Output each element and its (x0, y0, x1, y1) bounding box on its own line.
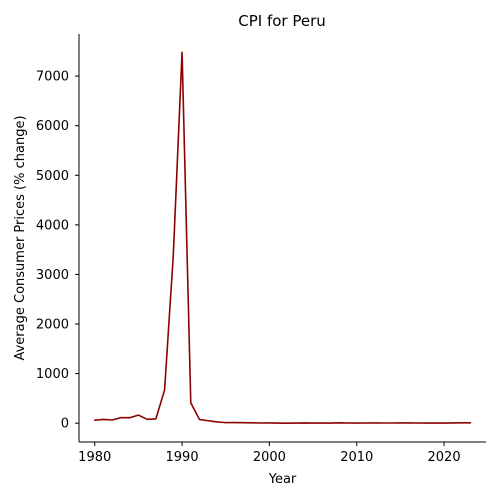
y-tick-label: 5000 (36, 169, 69, 184)
x-tick-label: 1980 (78, 450, 111, 465)
y-tick-label: 1000 (36, 367, 69, 382)
y-tick-label: 2000 (36, 318, 69, 333)
x-tick-label: 2010 (340, 450, 373, 465)
y-tick-label: 0 (61, 417, 69, 432)
y-axis-label: Average Consumer Prices (% change) (13, 115, 28, 360)
y-tick-label: 7000 (36, 70, 69, 85)
y-tick-label: 4000 (36, 218, 69, 233)
x-tick-label: 1990 (166, 450, 199, 465)
x-axis-ticks: 1980 1990 2000 2010 2020 (78, 442, 461, 465)
y-tick-label: 6000 (36, 119, 69, 134)
x-axis-label: Year (268, 472, 297, 487)
series-layer (93, 51, 472, 424)
y-axis-ticks: 0 1000 2000 3000 4000 5000 6000 7000 (36, 70, 79, 432)
x-tick-label: 2000 (253, 450, 286, 465)
x-tick-label: 2020 (428, 450, 461, 465)
chart-title: CPI for Peru (238, 12, 326, 30)
series-line-1 (93, 51, 472, 424)
y-tick-label: 3000 (36, 268, 69, 283)
